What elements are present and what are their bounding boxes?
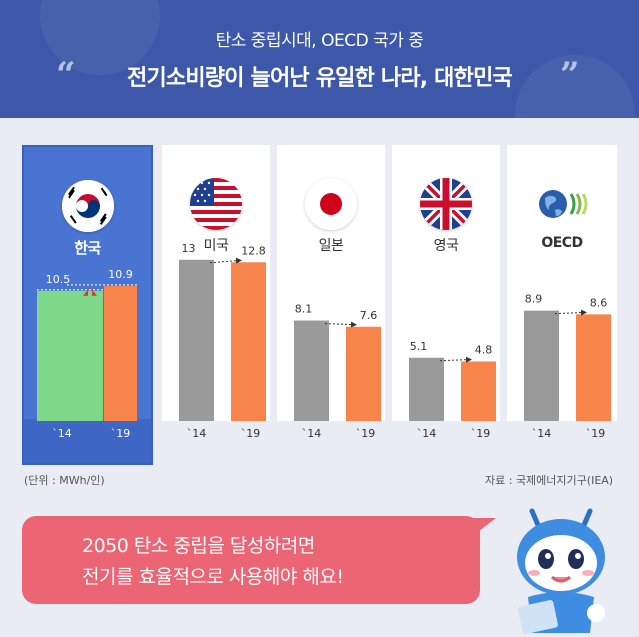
- japan-flag-icon: [305, 178, 357, 230]
- country-label-usa: 미국: [203, 238, 229, 254]
- tick-label-1-2014: `14: [187, 427, 207, 440]
- tick-label-2-2014: `14: [302, 427, 322, 440]
- bar-1-2019: [231, 262, 266, 421]
- value-label-0-2014: 10.5: [46, 273, 71, 286]
- country-label-uk: 영국: [433, 238, 459, 254]
- value-label-1-2019: 12.8: [241, 244, 266, 257]
- korea-flag-icon: [62, 180, 114, 232]
- decrease-arrow-4: [554, 309, 587, 316]
- bar-0-2019: [104, 285, 137, 421]
- bar-1-2014: [179, 259, 214, 421]
- decrease-arrow-2: [324, 321, 357, 328]
- unit-note: (단위 : MWh/인): [24, 474, 105, 487]
- speech-bubble: 2050 탄소 중립을 달성하려면 전기를 효율적으로 사용해야 해요!: [22, 516, 480, 604]
- page-title: 전기소비량이 늘어난 유일한 나라, 대한민국: [127, 66, 513, 91]
- speech-bubble-tail: [470, 518, 496, 538]
- bar-0-2014: [37, 290, 103, 421]
- value-label-3-2019: 4.8: [475, 343, 493, 356]
- tick-label-0-2014: `14: [52, 427, 72, 440]
- quote-close-icon: ”: [560, 55, 580, 95]
- bar-2-2019: [346, 326, 381, 421]
- value-label-4-2014: 8.9: [525, 293, 543, 306]
- value-label-2-2019: 7.6: [360, 309, 378, 322]
- value-label-0-2019: 10.9: [108, 268, 133, 281]
- header-banner: 탄소 중립시대, OECD 국가 중 “ 전기소비량이 늘어난 유일한 나라, …: [0, 0, 639, 118]
- quote-open-icon: “: [56, 55, 76, 95]
- bar-3-2019: [461, 361, 496, 421]
- tick-label-3-2014: `14: [417, 427, 437, 440]
- value-label-3-2014: 5.1: [410, 340, 428, 353]
- value-label-4-2019: 8.6: [590, 296, 608, 309]
- decrease-arrow-3: [439, 356, 472, 363]
- bar-3-2014: [409, 357, 444, 421]
- bar-4-2019: [576, 314, 611, 421]
- tick-label-4-2019: `19: [586, 427, 606, 440]
- decrease-arrow-1: [209, 257, 242, 264]
- tick-label-4-2014: `14: [532, 427, 552, 440]
- country-label-oecd: OECD: [541, 235, 583, 251]
- value-label-1-2014: 13: [182, 242, 196, 255]
- value-label-2-2014: 8.1: [295, 303, 313, 316]
- usa-flag-icon: [190, 178, 242, 230]
- robot-mascot-icon: [517, 508, 605, 634]
- uk-flag-icon: [420, 178, 472, 230]
- tick-label-0-2019: `19: [111, 427, 131, 440]
- tick-label-3-2019: `19: [471, 427, 491, 440]
- bubble-text-line2: 전기를 효율적으로 사용해야 해요!: [82, 566, 344, 588]
- increase-arrow-icon: [83, 286, 97, 296]
- bar-4-2014: [524, 310, 559, 421]
- page-subtitle: 탄소 중립시대, OECD 국가 중: [215, 31, 424, 51]
- source-note: 자료 : 국제에너지기구(IEA): [485, 474, 614, 487]
- country-label-korea: 한국: [74, 239, 101, 257]
- tick-label-2-2019: `19: [356, 427, 376, 440]
- oecd-logo-icon: [535, 178, 595, 230]
- bubble-text-line1: 2050 탄소 중립을 달성하려면: [82, 535, 315, 557]
- bar-chart: 10.5 10.9 `14 `19 13 12.8 `14 `19 8.1 7.6 `14 `19 5.…: [37, 242, 611, 440]
- bar-2-2014: [294, 320, 329, 421]
- country-label-japan: 일본: [318, 238, 344, 254]
- tick-label-1-2019: `19: [241, 427, 261, 440]
